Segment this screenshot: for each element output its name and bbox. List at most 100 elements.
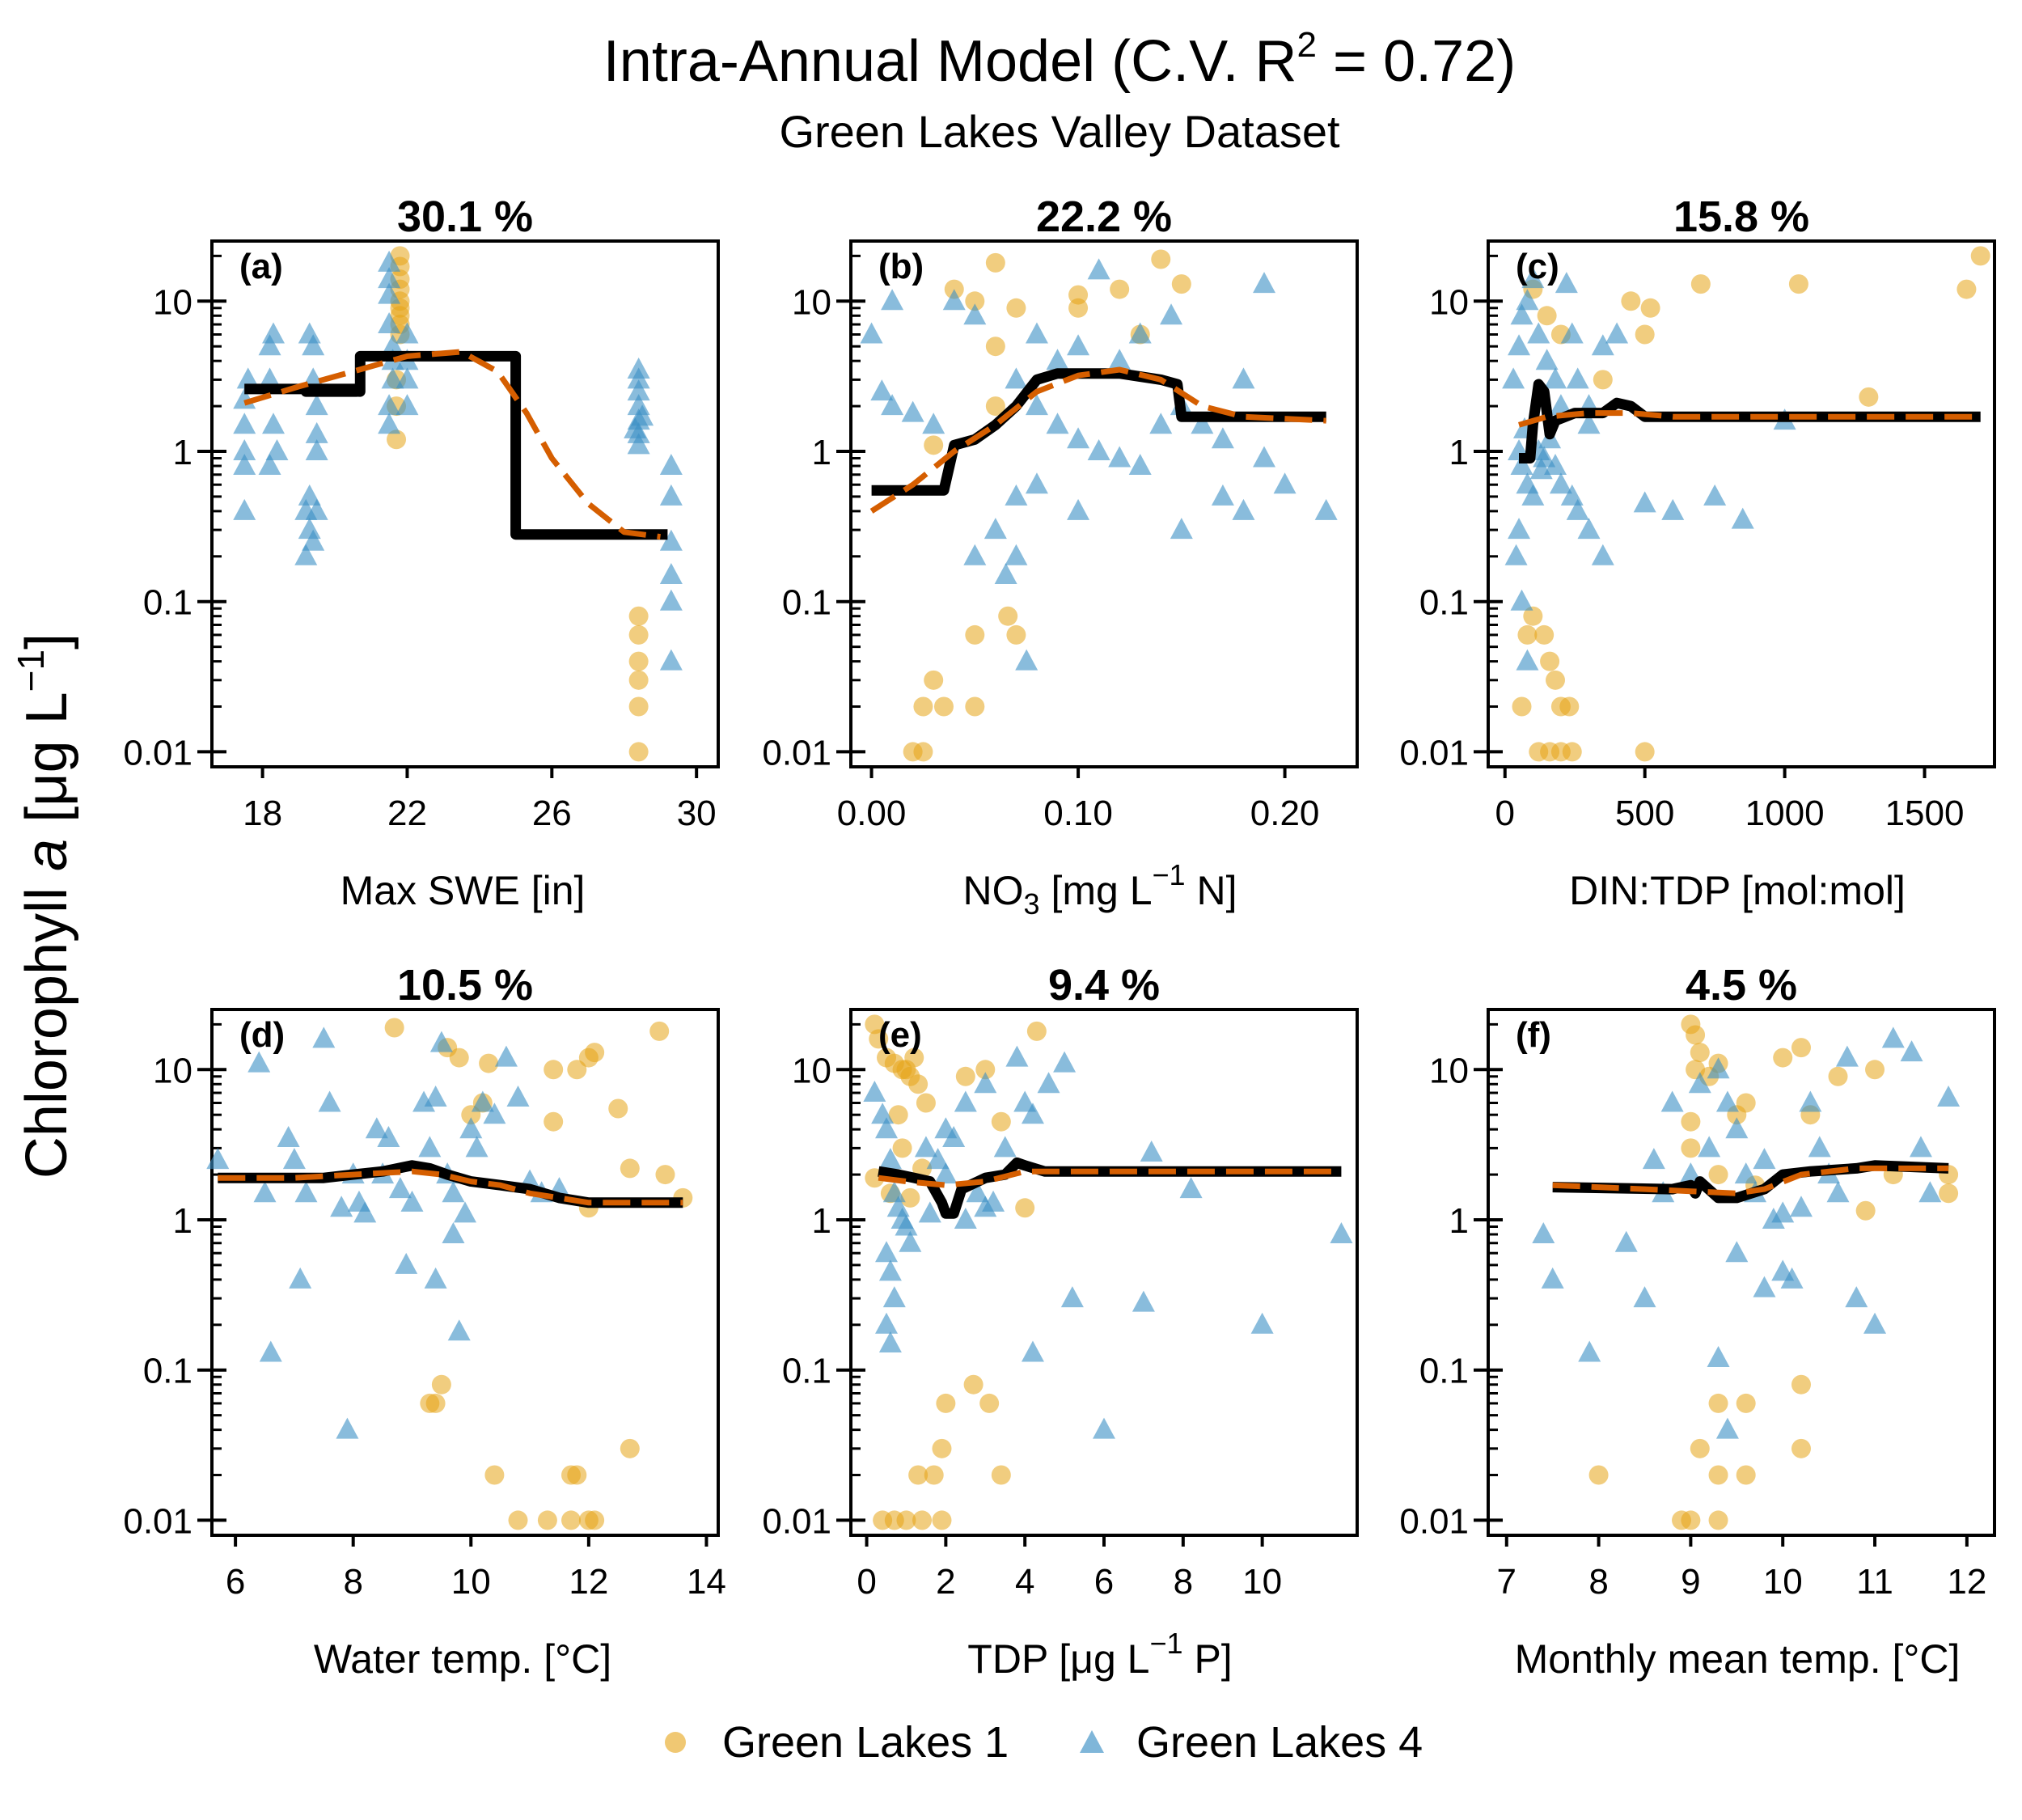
gl4-point xyxy=(1725,1241,1749,1263)
gl1-point xyxy=(628,696,649,717)
gl1-point xyxy=(1559,696,1580,717)
gl4-point xyxy=(298,322,321,344)
x-tick-label: 8 xyxy=(1174,1562,1193,1602)
gl1-point xyxy=(933,696,954,717)
xlabel-a: Max SWE [in] xyxy=(341,868,586,913)
gl4-point xyxy=(506,1086,530,1107)
gl4-point xyxy=(396,394,419,416)
gl4-point xyxy=(1037,1072,1060,1094)
gl1-point xyxy=(544,1111,564,1132)
gl4-point xyxy=(1046,413,1069,434)
y-tick-label: 1 xyxy=(812,433,831,472)
x-tick-label: 10 xyxy=(1763,1562,1803,1602)
gl4-point xyxy=(881,289,904,311)
gl1-point xyxy=(567,1060,587,1080)
gl1-point xyxy=(1588,1465,1609,1485)
gl1-point xyxy=(649,1021,670,1041)
gl4-point xyxy=(1128,322,1152,344)
gl1-point xyxy=(998,606,1018,626)
x-tick-label: 22 xyxy=(387,794,427,833)
gl4-point xyxy=(294,1181,318,1203)
gl4-point xyxy=(381,367,404,389)
gl4-point xyxy=(1578,1340,1601,1362)
gl4-point xyxy=(265,439,289,460)
gl4-point xyxy=(1025,322,1048,344)
y-tick-label: 0.01 xyxy=(1399,1501,1469,1541)
gl1-point xyxy=(916,1093,936,1113)
gl4-point xyxy=(1502,367,1525,389)
gl4-point xyxy=(1731,507,1754,529)
gl4-point xyxy=(1566,367,1589,389)
gl1-point xyxy=(1791,1374,1811,1395)
gl1-point xyxy=(1865,1060,1885,1080)
gl1-point xyxy=(620,1438,640,1458)
x-tick-label: 0.00 xyxy=(837,794,907,833)
x-tick-label: 0.20 xyxy=(1250,794,1320,833)
x-tick-label: 500 xyxy=(1615,794,1674,833)
gl4-point xyxy=(994,563,1017,585)
panel-d: 10.5 % 0.01 0.1 1 10 6 8 10 12 14 (d) xyxy=(123,961,726,1602)
gl4-point xyxy=(1046,349,1069,370)
gl1-point xyxy=(1540,651,1560,671)
gl1-point xyxy=(1791,1038,1811,1058)
gl4-point xyxy=(302,334,325,356)
gl4-point xyxy=(963,544,987,565)
legend-gl4-marker xyxy=(1080,1730,1104,1753)
x-tick-label: 12 xyxy=(1947,1562,1986,1602)
gl4-point xyxy=(659,563,683,585)
gl4-point xyxy=(1535,349,1559,370)
gl1-point xyxy=(1546,670,1566,690)
gl1-point xyxy=(628,670,649,690)
gl4-point xyxy=(659,484,683,506)
gl4-point xyxy=(1881,1026,1905,1048)
gl4-point xyxy=(1698,1136,1721,1158)
plot-frame-f xyxy=(1487,1008,1996,1537)
legend-gl4-label: Green Lakes 4 xyxy=(1136,1718,1423,1767)
figure-subtitle: Green Lakes Valley Dataset xyxy=(779,106,1340,157)
gl4-point xyxy=(1504,544,1528,565)
gl1-point xyxy=(1512,696,1532,717)
gl4-point xyxy=(378,394,401,416)
gl4-point xyxy=(1591,334,1614,356)
gl1-point xyxy=(1635,324,1655,345)
gl4-point xyxy=(312,1026,336,1048)
gl4-point xyxy=(1527,322,1550,344)
gl4-point xyxy=(926,1148,950,1170)
gl1-point xyxy=(985,336,1005,357)
gl1-point xyxy=(1621,291,1641,311)
gl4-point xyxy=(1005,544,1028,565)
gl4-point xyxy=(1734,1162,1758,1184)
gl1-point xyxy=(913,696,933,717)
gl1-point xyxy=(975,1060,996,1080)
gl4-point xyxy=(1516,289,1539,311)
x-tick-label: 2 xyxy=(936,1562,955,1602)
gl4-point xyxy=(1771,1201,1795,1223)
plot-frame-b xyxy=(849,239,1359,768)
smooth-line xyxy=(218,1168,683,1206)
gl4-point xyxy=(294,544,318,565)
gl4-point xyxy=(378,413,401,434)
gl4-point xyxy=(424,1086,447,1107)
gl4-point xyxy=(875,1312,899,1334)
gl1-point xyxy=(908,1074,929,1094)
gl4-point xyxy=(1633,491,1656,513)
gl1-point xyxy=(1517,624,1538,645)
gl1-point xyxy=(924,1465,944,1485)
gl4-point xyxy=(1510,303,1533,325)
gl1-point xyxy=(1537,306,1557,326)
panel-letter-a: (a) xyxy=(239,247,283,286)
y-tick-label: 1 xyxy=(173,433,192,472)
gl4-point xyxy=(982,1190,1005,1212)
gl1-point xyxy=(1859,387,1879,407)
gl4-point xyxy=(659,649,683,671)
panel-title-f: 4.5 % xyxy=(1686,961,1797,1009)
panel-letter-e: (e) xyxy=(878,1015,922,1055)
gl4-point xyxy=(305,498,328,520)
gl4-point xyxy=(1132,1290,1155,1312)
gl4-point xyxy=(400,1190,424,1212)
gl4-point xyxy=(454,1201,476,1223)
y-tick-label: 10 xyxy=(792,1051,831,1090)
gl1-point xyxy=(1970,246,1990,266)
gl4-point xyxy=(298,518,321,540)
gl4-point xyxy=(942,1125,966,1147)
